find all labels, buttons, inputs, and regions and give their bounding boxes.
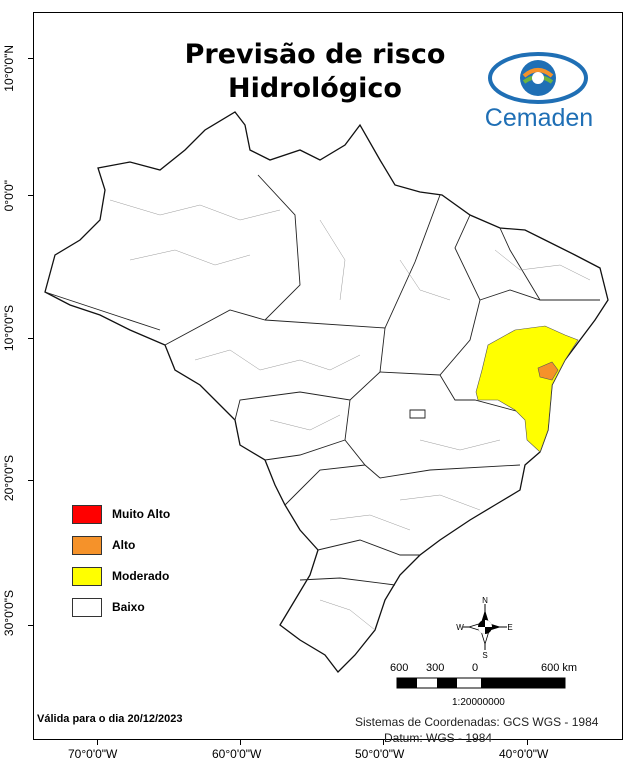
lon-label-60w: 60°0'0"W xyxy=(212,747,262,761)
legend-swatch xyxy=(72,505,102,524)
lon-label-70w: 70°0'0"W xyxy=(68,747,118,761)
state-border xyxy=(44,291,161,331)
state-border xyxy=(284,464,366,506)
state-border xyxy=(317,539,420,556)
region-border xyxy=(399,494,481,511)
region-border xyxy=(329,514,411,531)
scale-label-300: 300 xyxy=(426,662,445,674)
lat-tick xyxy=(28,338,33,339)
scale-bar-graphic xyxy=(396,677,566,689)
map-title: Previsão de risco Hidrológico xyxy=(145,38,485,106)
state-border xyxy=(379,464,521,479)
scale-label-600: 600 xyxy=(390,662,409,674)
compass-rose-icon: N S E W xyxy=(456,596,512,658)
lon-label-50w: 50°0'0"W xyxy=(355,747,405,761)
lon-label-40w: 40°0'0"W xyxy=(499,747,549,761)
legend-swatch xyxy=(72,598,102,617)
coord-system: Sistemas de Coordenadas: GCS WGS - 1984 xyxy=(355,715,599,729)
compass-e: E xyxy=(507,623,512,632)
valid-date: Válida para o dia 20/12/2023 xyxy=(37,713,183,725)
compass-w: W xyxy=(456,623,464,632)
region-border xyxy=(419,439,501,451)
title-line-2: Hidrológico xyxy=(228,73,402,104)
scale-ratio: 1:20000000 xyxy=(452,697,505,708)
legend-label: Moderado xyxy=(112,569,170,583)
legend-label: Alto xyxy=(112,538,136,552)
scale-label-600km: 600 km xyxy=(541,662,578,674)
federal-district xyxy=(409,409,426,419)
title-line-1: Previsão de risco xyxy=(184,39,446,70)
state-border xyxy=(379,214,481,376)
moderate-risk-area xyxy=(475,325,579,453)
state-border xyxy=(234,327,386,421)
compass-n: N xyxy=(482,596,488,605)
state-border xyxy=(264,439,346,461)
region-border xyxy=(194,349,361,371)
state-border xyxy=(344,399,381,479)
cemaden-logo xyxy=(488,52,588,104)
lat-tick xyxy=(28,625,33,626)
lat-tick xyxy=(28,195,33,196)
legend-swatch xyxy=(72,536,102,555)
lon-tick xyxy=(97,740,98,745)
datum: Datum: WGS - 1984 xyxy=(384,731,493,745)
compass-s: S xyxy=(482,651,487,658)
region-border xyxy=(129,249,251,266)
legend-swatch xyxy=(72,567,102,586)
region-border xyxy=(109,199,281,221)
lon-tick xyxy=(383,740,384,745)
state-border xyxy=(499,227,541,301)
state-border xyxy=(264,194,441,329)
scale-label-0: 0 xyxy=(472,662,479,674)
lon-tick xyxy=(240,740,241,745)
legend-label: Baixo xyxy=(112,600,145,614)
lat-tick xyxy=(28,480,33,481)
lon-tick xyxy=(527,740,528,745)
high-risk-area xyxy=(537,361,559,381)
brand-name: Cemaden xyxy=(484,104,594,132)
region-border xyxy=(494,249,591,281)
region-border xyxy=(269,414,341,431)
state-border xyxy=(299,577,396,586)
lat-tick xyxy=(28,58,33,59)
scale-bar: 600 300 0 600 km xyxy=(386,662,586,710)
legend-label: Muito Alto xyxy=(112,507,171,521)
region-border xyxy=(319,219,346,301)
state-border xyxy=(164,174,301,346)
region-border xyxy=(319,599,376,631)
region-border xyxy=(399,259,451,301)
